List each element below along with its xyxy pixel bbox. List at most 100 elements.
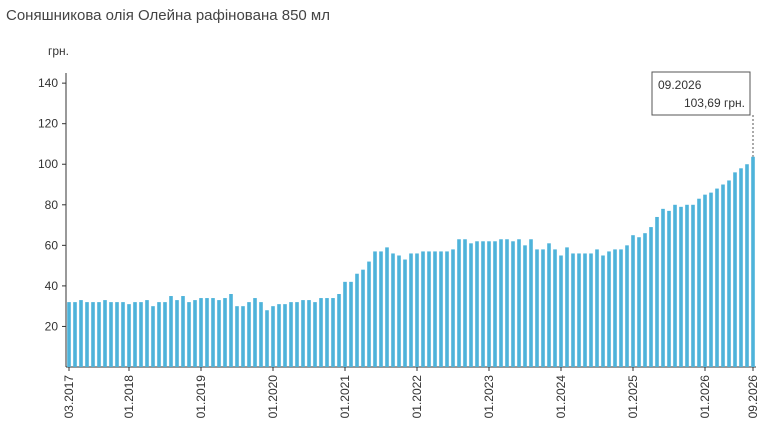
bar [277, 304, 281, 367]
bar [373, 251, 377, 367]
bar [91, 302, 95, 367]
bar [577, 253, 581, 367]
bar [211, 298, 215, 367]
bar [331, 298, 335, 367]
x-tick-label: 01.2022 [410, 375, 424, 419]
bar [307, 300, 311, 367]
bar [625, 245, 629, 367]
bar [427, 251, 431, 367]
x-tick-label: 01.2023 [482, 375, 496, 419]
bar [703, 194, 707, 367]
bar [265, 310, 269, 367]
x-tick-label: 01.2018 [122, 375, 136, 419]
annotation-date: 09.2026 [658, 78, 702, 92]
bar [301, 300, 305, 367]
bar [709, 192, 713, 367]
x-tick-label: 09.2026 [746, 375, 760, 419]
bar [727, 180, 731, 367]
bar [613, 249, 617, 367]
bar [289, 302, 293, 367]
y-tick-label: 60 [45, 238, 59, 252]
bar [247, 302, 251, 367]
bar [181, 296, 185, 367]
bar [589, 253, 593, 367]
bar [355, 273, 359, 367]
x-tick-label: 01.2024 [554, 375, 568, 419]
bar [601, 255, 605, 367]
bar [163, 302, 167, 367]
bar [415, 253, 419, 367]
bar [685, 204, 689, 367]
bar [229, 294, 233, 367]
bar [517, 239, 521, 367]
bar [739, 168, 743, 367]
bar [751, 156, 755, 367]
bar [79, 300, 83, 367]
bar [673, 204, 677, 367]
bar [295, 302, 299, 367]
bar [547, 243, 551, 367]
bar [103, 300, 107, 367]
bar [67, 302, 71, 367]
bar [715, 188, 719, 367]
chart-title: Соняшникова олія Олейна рафінована 850 м… [6, 7, 330, 24]
bar [667, 210, 671, 367]
x-tick-label: 01.2020 [266, 375, 280, 419]
bar [319, 298, 323, 367]
bar [133, 302, 137, 367]
bar [475, 241, 479, 367]
bar [469, 243, 473, 367]
bar [643, 233, 647, 367]
bar [691, 204, 695, 367]
y-axis-label: грн. [48, 44, 69, 58]
bar [199, 298, 203, 367]
bar [151, 306, 155, 367]
bar [349, 281, 353, 367]
bar [259, 302, 263, 367]
bar [505, 239, 509, 367]
bar [217, 300, 221, 367]
bar [583, 253, 587, 367]
bar [235, 306, 239, 367]
bar [571, 253, 575, 367]
bar [421, 251, 425, 367]
bar [445, 251, 449, 367]
bar [115, 302, 119, 367]
bar [463, 239, 467, 367]
bar [127, 304, 131, 367]
bar [433, 251, 437, 367]
bar [337, 294, 341, 367]
bar [361, 269, 365, 367]
x-tick-label: 01.2019 [194, 375, 208, 419]
bar [241, 306, 245, 367]
bar [223, 298, 227, 367]
bar [733, 172, 737, 367]
bar [559, 255, 563, 367]
bar [175, 300, 179, 367]
bar [535, 249, 539, 367]
bar [343, 281, 347, 367]
bar [385, 247, 389, 367]
y-tick-label: 40 [45, 279, 59, 293]
bar [649, 227, 653, 367]
x-tick-label: 03.2017 [62, 375, 76, 419]
bar [721, 184, 725, 367]
bar [679, 206, 683, 367]
bar [529, 239, 533, 367]
bar [493, 241, 497, 367]
bar [109, 302, 113, 367]
bar [565, 247, 569, 367]
x-tick-label: 01.2021 [338, 375, 352, 419]
bar [541, 249, 545, 367]
bar [499, 239, 503, 367]
bar [73, 302, 77, 367]
bar [397, 255, 401, 367]
bar [403, 259, 407, 367]
bar [157, 302, 161, 367]
x-tick-label: 01.2026 [698, 375, 712, 419]
y-tick-label: 140 [38, 76, 58, 90]
bar [619, 249, 623, 367]
bar [697, 198, 701, 367]
annotation-box [651, 71, 751, 116]
bar [661, 208, 665, 367]
